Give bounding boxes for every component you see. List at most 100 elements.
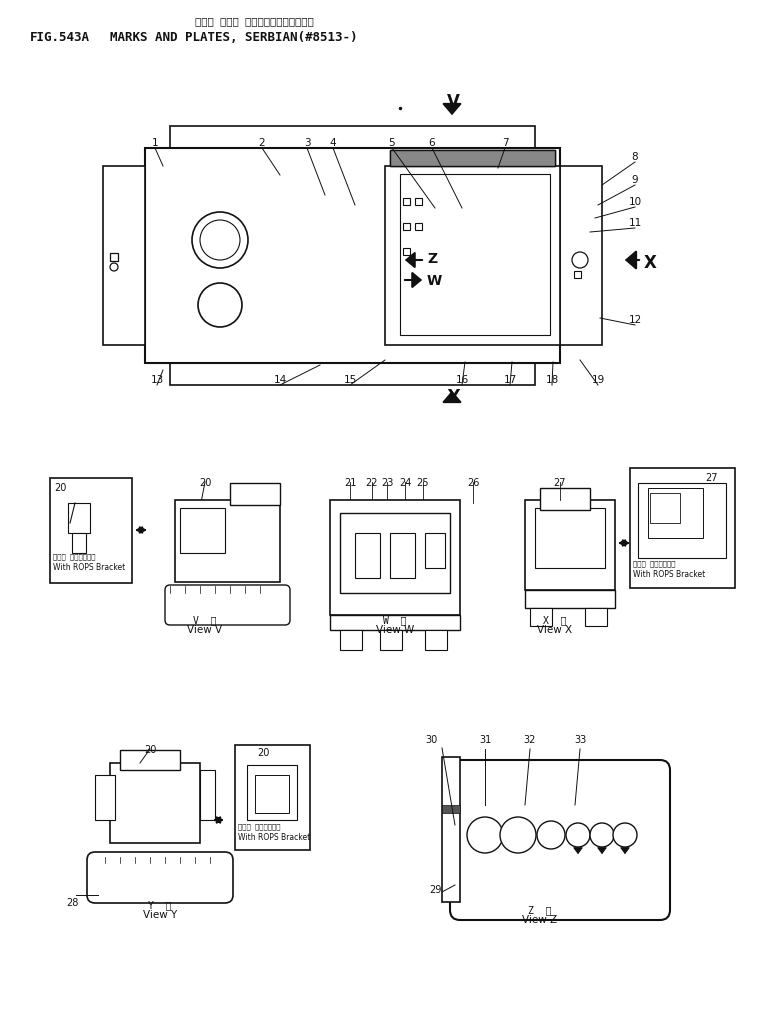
Circle shape bbox=[537, 821, 565, 849]
Text: 33: 33 bbox=[574, 735, 586, 745]
Text: Y  矢: Y 矢 bbox=[148, 900, 172, 910]
Text: 9: 9 bbox=[632, 175, 638, 185]
Text: 8: 8 bbox=[632, 152, 638, 162]
Bar bbox=[403, 223, 410, 230]
Text: 29: 29 bbox=[430, 885, 442, 895]
Bar bbox=[68, 503, 90, 533]
Bar bbox=[403, 198, 410, 205]
Circle shape bbox=[200, 220, 240, 260]
Text: W: W bbox=[427, 274, 442, 288]
Circle shape bbox=[467, 817, 503, 853]
Text: 2: 2 bbox=[259, 138, 265, 148]
Text: X: X bbox=[644, 254, 657, 272]
Text: Z: Z bbox=[427, 252, 437, 266]
Bar bbox=[235, 745, 310, 850]
Text: 13: 13 bbox=[151, 375, 164, 385]
Text: 24: 24 bbox=[399, 478, 411, 488]
Text: 18: 18 bbox=[546, 375, 559, 385]
Bar bbox=[330, 500, 460, 615]
Bar bbox=[425, 630, 447, 650]
Bar bbox=[585, 608, 607, 626]
Bar bbox=[525, 590, 615, 608]
Text: X  矢: X 矢 bbox=[543, 615, 567, 625]
Text: マーク および プレート（セルビアコ）: マーク および プレート（セルビアコ） bbox=[195, 16, 314, 26]
Bar bbox=[390, 533, 415, 578]
Text: V  矢: V 矢 bbox=[193, 615, 216, 625]
Text: V: V bbox=[447, 93, 460, 111]
Text: 10: 10 bbox=[628, 197, 642, 207]
Text: View V: View V bbox=[187, 625, 223, 635]
Text: 20: 20 bbox=[199, 478, 211, 488]
Bar bbox=[95, 775, 115, 820]
Bar bbox=[525, 500, 615, 590]
FancyBboxPatch shape bbox=[165, 585, 290, 625]
Text: 25: 25 bbox=[417, 478, 429, 488]
Bar bbox=[638, 483, 726, 558]
Bar bbox=[255, 775, 289, 813]
Text: 20: 20 bbox=[144, 745, 156, 755]
Text: With ROPS Bracket: With ROPS Bracket bbox=[238, 833, 310, 842]
Bar bbox=[650, 493, 680, 523]
Bar bbox=[403, 248, 410, 255]
Bar bbox=[170, 126, 535, 148]
Bar bbox=[175, 500, 280, 582]
Bar bbox=[355, 533, 380, 578]
Bar bbox=[340, 513, 450, 593]
Text: 15: 15 bbox=[343, 375, 356, 385]
Text: 22: 22 bbox=[366, 478, 378, 488]
Circle shape bbox=[110, 263, 118, 271]
Bar bbox=[390, 150, 555, 166]
Bar bbox=[330, 615, 460, 630]
Text: 32: 32 bbox=[524, 735, 536, 745]
Bar bbox=[247, 765, 297, 820]
Text: 12: 12 bbox=[628, 315, 642, 325]
Text: 20: 20 bbox=[54, 483, 66, 493]
FancyBboxPatch shape bbox=[87, 852, 233, 903]
Bar bbox=[385, 166, 560, 345]
Text: ロプス ブラケット付: ロプス ブラケット付 bbox=[633, 560, 676, 566]
Bar bbox=[415, 198, 422, 205]
Circle shape bbox=[192, 212, 248, 268]
Text: 3: 3 bbox=[304, 138, 310, 148]
Bar bbox=[340, 630, 362, 650]
Text: ロプス ブラケット付: ロプス ブラケット付 bbox=[53, 553, 96, 559]
Circle shape bbox=[500, 817, 536, 853]
Bar bbox=[442, 757, 460, 902]
Bar bbox=[72, 533, 86, 553]
Bar bbox=[630, 468, 735, 588]
Circle shape bbox=[572, 252, 588, 268]
Text: View W: View W bbox=[376, 625, 414, 635]
Text: 21: 21 bbox=[344, 478, 356, 488]
Bar bbox=[442, 805, 460, 813]
Bar bbox=[425, 533, 445, 568]
Text: View X: View X bbox=[537, 625, 573, 635]
Text: 4: 4 bbox=[330, 138, 336, 148]
Bar bbox=[400, 174, 550, 335]
Text: With ROPS Bracket: With ROPS Bracket bbox=[633, 570, 705, 579]
Text: 11: 11 bbox=[628, 218, 642, 228]
Bar bbox=[560, 166, 602, 345]
Bar bbox=[390, 150, 555, 166]
Circle shape bbox=[198, 283, 242, 327]
Text: MARKS AND PLATES, SERBIAN(#8513-): MARKS AND PLATES, SERBIAN(#8513-) bbox=[110, 31, 357, 44]
Bar bbox=[574, 271, 581, 278]
Circle shape bbox=[613, 823, 637, 847]
Bar bbox=[230, 483, 280, 505]
Bar bbox=[180, 508, 225, 553]
Text: View Y: View Y bbox=[143, 910, 177, 920]
Text: W  矢: W 矢 bbox=[383, 615, 407, 625]
Bar bbox=[540, 488, 590, 510]
Text: With ROPS Bracket: With ROPS Bracket bbox=[53, 563, 125, 572]
Text: 14: 14 bbox=[274, 375, 287, 385]
Bar bbox=[103, 166, 145, 345]
FancyBboxPatch shape bbox=[450, 760, 670, 920]
Bar bbox=[535, 508, 605, 568]
Text: Z  矢: Z 矢 bbox=[528, 905, 552, 915]
Text: 27: 27 bbox=[705, 473, 717, 483]
Bar bbox=[110, 253, 118, 261]
Bar bbox=[530, 608, 552, 626]
Text: 1: 1 bbox=[152, 138, 158, 148]
Text: 26: 26 bbox=[467, 478, 479, 488]
Circle shape bbox=[590, 823, 614, 847]
Bar bbox=[50, 478, 132, 583]
